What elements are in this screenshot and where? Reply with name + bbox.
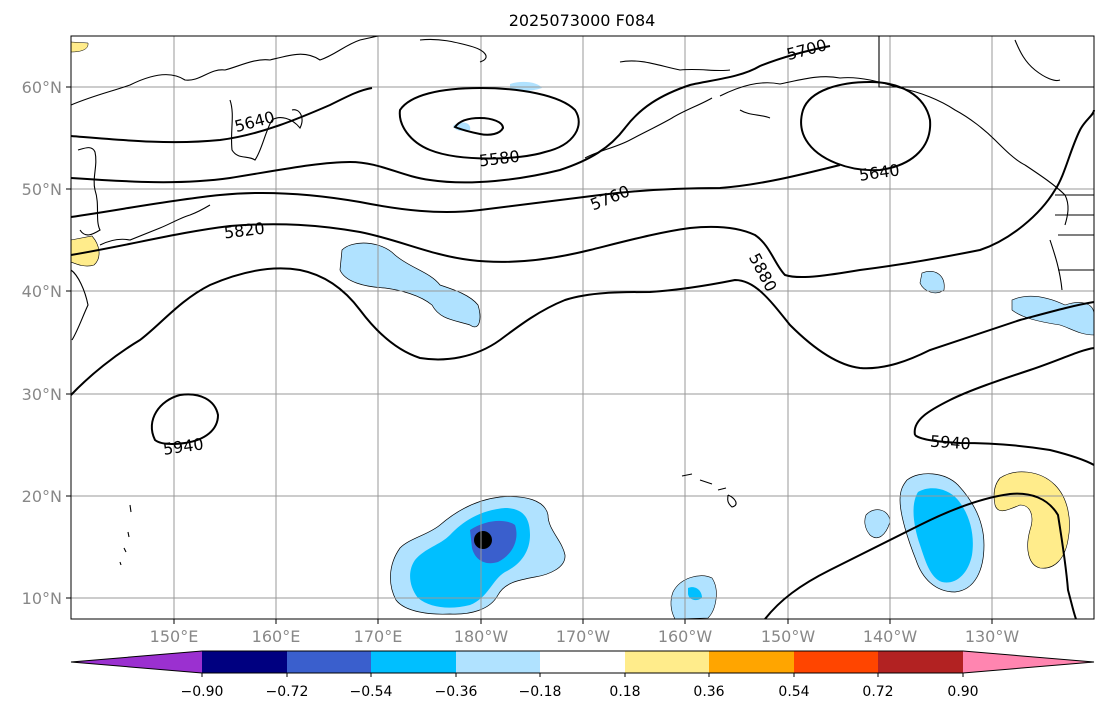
colorbar-tick: −0.54	[350, 684, 393, 700]
colorbar-tick: −0.72	[266, 684, 309, 700]
latitude-labels: 60°N 50°N 40°N 30°N 20°N 10°N	[22, 78, 62, 608]
colorbar-segment	[71, 651, 202, 673]
storm-marker	[474, 531, 492, 549]
colorbar-segment	[540, 651, 625, 673]
lon-label: 160°E	[252, 627, 301, 646]
lon-label: 130°W	[965, 627, 1020, 646]
lat-label: 30°N	[22, 385, 62, 404]
colorbar-tick: 0.90	[947, 684, 978, 700]
contour-label: 5580	[478, 147, 521, 171]
lon-label: 150°W	[761, 627, 816, 646]
lon-label: 170°W	[556, 627, 611, 646]
lon-label: 150°E	[150, 627, 199, 646]
colorbar-tick: −0.36	[435, 684, 478, 700]
colorbar-tick: −0.18	[519, 684, 562, 700]
colorbar-segment	[794, 651, 878, 673]
longitude-labels: 150°E 160°E 170°E 180°W 170°W 160°W 150°…	[150, 627, 1020, 646]
contour-label: 5940	[929, 432, 971, 454]
colorbar-segment	[456, 651, 540, 673]
colorbar-tick: 0.36	[693, 684, 724, 700]
colorbar-segment	[878, 651, 963, 673]
colorbar-segment	[202, 651, 287, 673]
graticule	[71, 36, 1094, 619]
colorbar-segment	[287, 651, 371, 673]
lat-label: 40°N	[22, 282, 62, 301]
colorbar-tick: −0.90	[181, 684, 224, 700]
colorbar	[70, 650, 1095, 677]
colorbar-tick: 0.18	[609, 684, 640, 700]
colorbar-segment	[625, 651, 709, 673]
height-contours	[70, 45, 1095, 620]
lon-label: 170°E	[354, 627, 403, 646]
map-title: 2025073000 F084	[509, 11, 656, 30]
lat-label: 20°N	[22, 487, 62, 506]
anomaly-fill	[70, 41, 1095, 620]
colorbar-segment	[371, 651, 456, 673]
colorbar-tick: 0.54	[778, 684, 809, 700]
colorbar-segment	[709, 651, 794, 673]
lon-label: 140°W	[863, 627, 918, 646]
lon-label: 160°W	[658, 627, 713, 646]
lat-label: 10°N	[22, 589, 62, 608]
lat-label: 60°N	[22, 78, 62, 97]
colorbar-tick: 0.72	[862, 684, 893, 700]
coastlines	[70, 35, 1094, 566]
lon-label: 180°W	[454, 627, 509, 646]
colorbar-segment	[963, 651, 1094, 673]
colorbar-labels: −0.90 −0.72 −0.54 −0.36 −0.18 0.18 0.36 …	[181, 684, 979, 700]
contour-label: 5820	[223, 219, 266, 243]
lat-label: 50°N	[22, 180, 62, 199]
